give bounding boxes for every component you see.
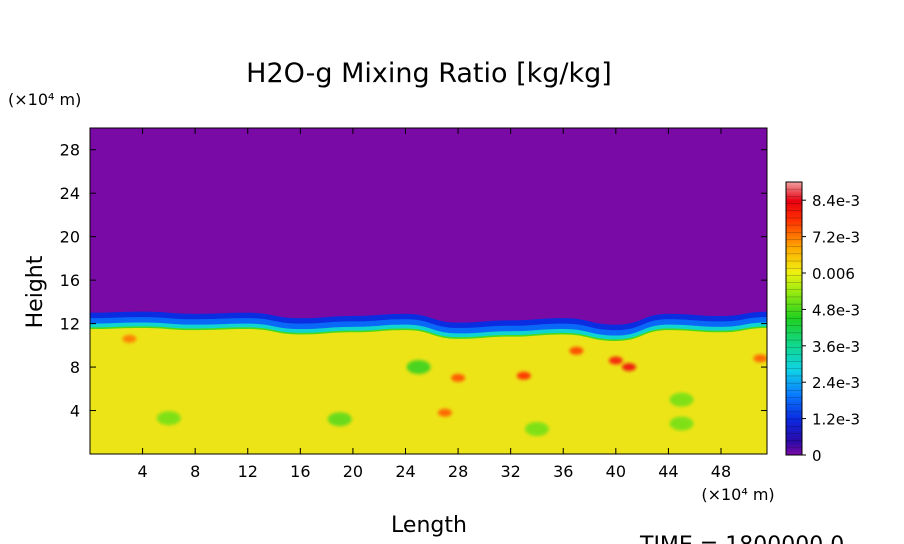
field-lower-layer bbox=[90, 327, 767, 454]
x-tick-label-5: 24 bbox=[395, 462, 415, 481]
colorbar-label-2: 2.4e-3 bbox=[812, 374, 860, 392]
x-tick-label-7: 32 bbox=[500, 462, 520, 481]
colorbar-label-1: 1.2e-3 bbox=[812, 411, 860, 429]
field-low-patch-0 bbox=[406, 360, 431, 375]
plot-frame bbox=[89, 127, 768, 455]
x-axis-label: Length bbox=[391, 513, 467, 538]
field-high-patch-1 bbox=[516, 371, 531, 380]
footer-time: TIME = 1800000.0 bbox=[639, 533, 844, 544]
field-high-patch-0 bbox=[451, 373, 466, 382]
field-low-patch-3 bbox=[669, 392, 694, 407]
x-tick-label-1: 8 bbox=[190, 462, 200, 481]
field-high-patch-6 bbox=[122, 334, 137, 343]
x-tick-label-9: 40 bbox=[606, 462, 626, 481]
colorbar-frame bbox=[785, 181, 803, 456]
y-axis-unit: (×10⁴ m) bbox=[8, 90, 81, 109]
x-axis-unit: (×10⁴ m) bbox=[701, 485, 774, 504]
x-tick-label-10: 44 bbox=[658, 462, 678, 481]
x-tick-label-2: 12 bbox=[238, 462, 258, 481]
field-low-patch-5 bbox=[524, 422, 549, 437]
field-low-patch-1 bbox=[327, 412, 352, 427]
x-tick-label-4: 20 bbox=[343, 462, 363, 481]
field-high-patch-2 bbox=[569, 346, 584, 355]
x-tick-label-11: 48 bbox=[711, 462, 731, 481]
x-tick-label-8: 36 bbox=[553, 462, 573, 481]
y-tick-label-6: 28 bbox=[60, 141, 80, 160]
field-high-patch-4 bbox=[621, 363, 636, 372]
colorbar-label-7: 8.4e-3 bbox=[812, 192, 860, 210]
y-tick-label-0: 4 bbox=[70, 402, 80, 421]
y-tick-label-4: 20 bbox=[60, 228, 80, 247]
x-axis-ticks: 4 8 12 16 20 24 28 32 36 40 44 48 bbox=[137, 128, 731, 481]
y-tick-label-3: 16 bbox=[60, 271, 80, 290]
field-high-patch-7 bbox=[753, 354, 767, 363]
field-high-patch-3 bbox=[608, 356, 623, 365]
y-tick-label-1: 8 bbox=[70, 358, 80, 377]
y-axis-label: Height bbox=[23, 255, 48, 328]
field-low-patch-4 bbox=[669, 416, 694, 431]
field-low-patch-2 bbox=[156, 411, 181, 426]
colorbar-label-5: 0.006 bbox=[812, 265, 855, 283]
colorbar-label-0: 0 bbox=[812, 447, 822, 465]
colorbar-label-4: 4.8e-3 bbox=[812, 301, 860, 319]
plot-area bbox=[89, 127, 768, 455]
colorbar-label-6: 7.2e-3 bbox=[812, 229, 860, 247]
field-high-patch-5 bbox=[437, 408, 452, 417]
x-tick-label-3: 16 bbox=[290, 462, 310, 481]
chart-title: H2O-g Mixing Ratio [kg/kg] bbox=[246, 58, 612, 89]
y-axis-ticks: 4 8 12 16 20 24 28 bbox=[60, 141, 767, 421]
x-tick-label-6: 28 bbox=[448, 462, 468, 481]
colorbar: 0 1.2e-3 2.4e-3 3.6e-3 4.8e-3 0.006 7.2e-3 8.4e… bbox=[785, 181, 860, 465]
colorbar-label-3: 3.6e-3 bbox=[812, 338, 860, 356]
y-tick-label-2: 12 bbox=[60, 315, 80, 334]
y-tick-label-5: 24 bbox=[60, 184, 80, 203]
x-tick-label-0: 4 bbox=[137, 462, 147, 481]
